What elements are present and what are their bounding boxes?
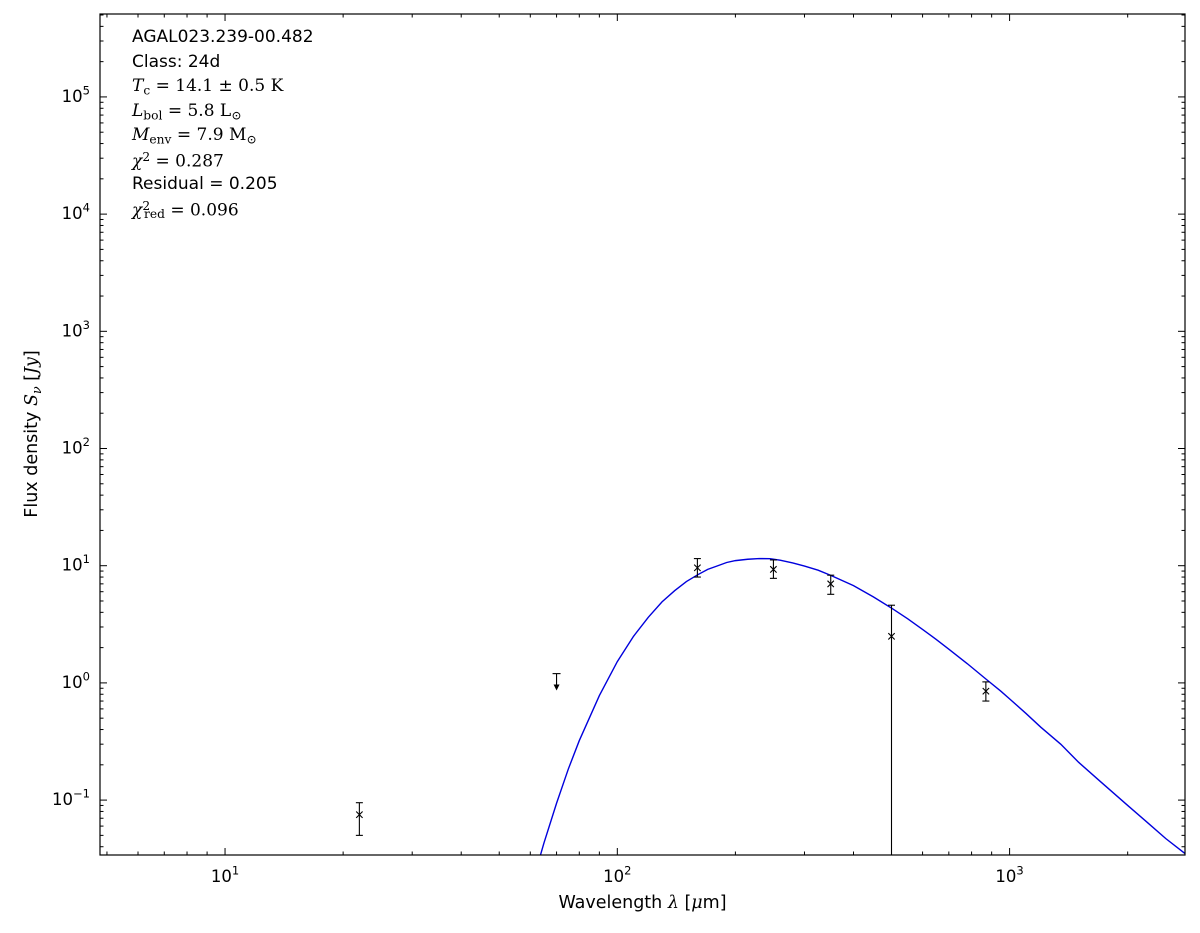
y-axis-label: Flux density Sν [Jy] bbox=[22, 350, 44, 517]
photometry-points bbox=[355, 558, 990, 855]
text-segment: c bbox=[143, 83, 151, 98]
text-segment: Residual = 0.205 bbox=[132, 174, 278, 194]
annotation-envelope-mass: Menv = 7.9 M⊙ bbox=[132, 125, 314, 150]
text-segment: = 14.1 ± 0.5 K bbox=[150, 76, 284, 96]
y-tick-label: 10−1 bbox=[52, 787, 90, 810]
text-segment: env bbox=[149, 132, 172, 147]
x-tick-label: 101 bbox=[211, 864, 239, 887]
x-tick-label: 103 bbox=[995, 864, 1023, 887]
text-segment: λ bbox=[667, 893, 679, 913]
annotation-source-name: AGAL023.239-00.482 bbox=[132, 27, 314, 52]
x-marker bbox=[355, 811, 363, 819]
y-tick-label: 103 bbox=[62, 318, 90, 341]
annotation-residual: Residual = 0.205 bbox=[132, 174, 314, 199]
text-segment: AGAL023.239-00.482 bbox=[132, 27, 314, 47]
text-segment: T bbox=[132, 76, 144, 96]
annotation-dust-temperature: Tc = 14.1 ± 0.5 K bbox=[132, 76, 314, 101]
axes-frame bbox=[99, 13, 1186, 856]
text-segment: Class: 24d bbox=[132, 51, 221, 72]
text-segment: red bbox=[144, 207, 165, 222]
y-tick-label: 104 bbox=[62, 201, 90, 224]
text-segment: M bbox=[132, 125, 150, 145]
text-segment: Jy bbox=[22, 357, 43, 375]
model-curve bbox=[539, 557, 1185, 855]
fit-parameters-annotation: AGAL023.239-00.482 Class: 24d Tc = 14.1 ± … bbox=[132, 27, 314, 223]
text-segment: ⊙ bbox=[231, 107, 242, 122]
annotation-bolometric-luminosity: Lbol = 5.8 L⊙ bbox=[132, 101, 314, 126]
x-marker bbox=[982, 687, 990, 695]
x-marker bbox=[769, 565, 777, 573]
y-tick-label: 100 bbox=[62, 669, 90, 692]
y-tick-label: 101 bbox=[62, 552, 90, 575]
text-segment: [ bbox=[22, 374, 43, 387]
annotation-chi-squared: χ2 = 0.287 bbox=[132, 150, 314, 175]
text-segment: ] bbox=[22, 350, 43, 358]
x-marker bbox=[887, 632, 896, 640]
x-axis-label: Wavelength λ [μm] bbox=[100, 893, 1185, 913]
y-tick-label: 105 bbox=[62, 83, 90, 106]
text-segment: Wavelength bbox=[558, 893, 668, 913]
x-marker bbox=[827, 580, 835, 588]
text-segment: ⊙ bbox=[246, 132, 257, 147]
text-segment: 2 bbox=[142, 198, 151, 213]
text-segment: = 7.9 M bbox=[171, 125, 247, 145]
x-marker bbox=[693, 564, 701, 572]
text-segment: L bbox=[132, 100, 144, 121]
text-segment: = 0.287 bbox=[150, 151, 224, 171]
text-segment: m] bbox=[702, 893, 727, 913]
text-segment: χ bbox=[132, 200, 143, 220]
text-segment: χ bbox=[132, 151, 143, 171]
text-segment: [ bbox=[678, 893, 692, 913]
x-tick-label: 102 bbox=[603, 864, 631, 887]
annotation-reduced-chi-squared: χ2red = 0.096 bbox=[132, 199, 314, 224]
text-segment: = 5.8 L bbox=[162, 100, 232, 121]
text-segment: Flux density bbox=[22, 406, 43, 518]
annotation-class: Class: 24d bbox=[132, 52, 314, 77]
y-tick-label: 102 bbox=[62, 435, 90, 458]
text-segment: 2 bbox=[142, 149, 151, 164]
text-segment: μ bbox=[691, 893, 703, 913]
text-segment: ν bbox=[28, 386, 44, 395]
text-segment: = 0.096 bbox=[164, 200, 239, 220]
upper-limit-arrow bbox=[553, 684, 560, 691]
text-segment: bol bbox=[143, 107, 163, 122]
text-segment: S bbox=[22, 394, 43, 407]
